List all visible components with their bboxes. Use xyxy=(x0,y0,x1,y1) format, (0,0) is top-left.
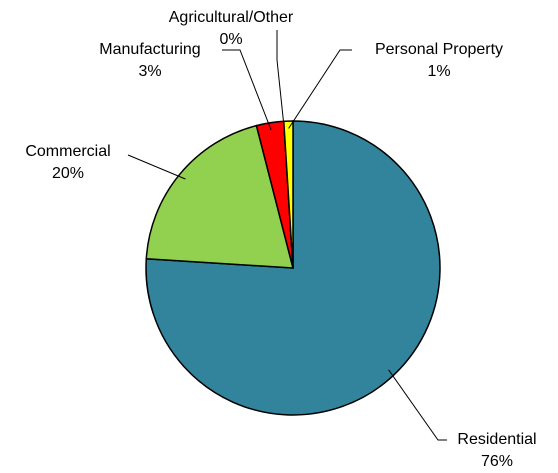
slice-label: Personal Property xyxy=(375,41,503,58)
slice-label: Agricultural/Other xyxy=(169,9,294,26)
leader-line xyxy=(127,154,186,180)
leader-line xyxy=(276,30,285,129)
leader-line xyxy=(288,49,352,129)
slice-value-label: 0% xyxy=(219,31,242,48)
pie-slice xyxy=(145,124,294,269)
slice-value-label: 76% xyxy=(481,453,513,470)
leader-line xyxy=(388,369,447,441)
slice-label: Commercial xyxy=(25,143,110,160)
leader-line xyxy=(222,49,272,131)
slice-value-label: 20% xyxy=(52,165,84,182)
slice-value-label: 3% xyxy=(138,63,161,80)
slice-label: Manufacturing xyxy=(99,41,200,58)
slice-value-label: 1% xyxy=(427,63,450,80)
slice-label: Residential xyxy=(457,431,536,448)
